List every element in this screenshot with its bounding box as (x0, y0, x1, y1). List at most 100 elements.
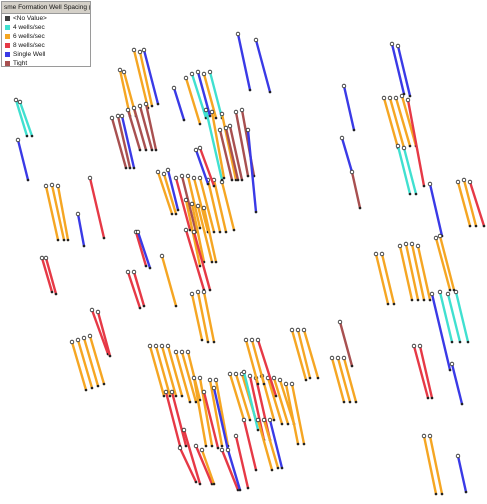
well-stick[interactable] (394, 96, 412, 148)
well-stick[interactable] (172, 86, 186, 122)
well-surface-marker[interactable] (183, 197, 189, 203)
well-stick[interactable] (406, 98, 426, 188)
well-stick[interactable] (266, 376, 284, 426)
well-surface-marker[interactable] (191, 175, 197, 181)
well-stick[interactable] (210, 110, 226, 180)
well-stick[interactable] (402, 146, 418, 196)
well-stick[interactable] (180, 350, 198, 404)
well-surface-marker[interactable] (131, 269, 137, 275)
well-stick[interactable] (290, 328, 308, 382)
well-surface-marker[interactable] (195, 69, 201, 75)
well-stick[interactable] (398, 244, 414, 302)
well-stick[interactable] (218, 128, 234, 182)
well-stick[interactable] (90, 308, 110, 356)
well-surface-marker[interactable] (165, 167, 171, 173)
well-surface-marker[interactable] (125, 107, 131, 113)
well-surface-marker[interactable] (109, 115, 115, 121)
well-stick[interactable] (170, 390, 188, 448)
well-stick[interactable] (284, 382, 300, 446)
well-stick[interactable] (198, 376, 214, 448)
well-surface-marker[interactable] (449, 361, 455, 367)
well-stick[interactable] (14, 98, 29, 138)
well-stick[interactable] (438, 290, 454, 344)
well-stick[interactable] (44, 256, 58, 296)
well-surface-marker[interactable] (421, 433, 427, 439)
well-surface-marker[interactable] (349, 169, 355, 175)
well-stick[interactable] (110, 116, 128, 170)
well-stick[interactable] (208, 378, 224, 448)
well-surface-marker[interactable] (43, 255, 49, 261)
well-stick[interactable] (272, 376, 290, 426)
well-surface-marker[interactable] (165, 343, 171, 349)
well-surface-marker[interactable] (403, 241, 409, 247)
well-stick[interactable] (198, 146, 216, 188)
well-surface-marker[interactable] (125, 269, 131, 275)
well-stick[interactable] (194, 148, 210, 186)
well-surface-marker[interactable] (233, 433, 239, 439)
well-surface-marker[interactable] (467, 179, 473, 185)
well-stick[interactable] (446, 292, 462, 344)
well-surface-marker[interactable] (437, 233, 443, 239)
well-stick[interactable] (180, 174, 198, 234)
well-surface-marker[interactable] (213, 377, 219, 383)
well-surface-marker[interactable] (427, 433, 433, 439)
well-surface-marker[interactable] (335, 355, 341, 361)
well-surface-marker[interactable] (225, 447, 231, 453)
well-stick[interactable] (374, 252, 390, 306)
well-surface-marker[interactable] (17, 99, 23, 105)
well-stick[interactable] (342, 356, 358, 404)
well-surface-marker[interactable] (169, 389, 175, 395)
well-stick[interactable] (268, 418, 284, 470)
well-stick[interactable] (156, 170, 174, 216)
well-stick[interactable] (194, 444, 214, 486)
well-stick[interactable] (404, 242, 420, 302)
well-stick[interactable] (208, 70, 224, 120)
well-stick[interactable] (132, 270, 146, 308)
well-surface-marker[interactable] (255, 417, 261, 423)
well-stick[interactable] (422, 434, 438, 496)
well-surface-marker[interactable] (261, 417, 267, 423)
well-surface-marker[interactable] (283, 381, 289, 387)
well-surface-marker[interactable] (43, 183, 49, 189)
well-surface-marker[interactable] (253, 37, 259, 43)
well-surface-marker[interactable] (207, 377, 213, 383)
well-stick[interactable] (174, 350, 192, 404)
well-surface-marker[interactable] (329, 355, 335, 361)
well-stick[interactable] (192, 176, 210, 234)
well-surface-marker[interactable] (173, 175, 179, 181)
well-surface-marker[interactable] (179, 173, 185, 179)
well-stick[interactable] (142, 48, 160, 106)
well-surface-marker[interactable] (399, 93, 405, 99)
well-stick[interactable] (416, 244, 432, 302)
well-surface-marker[interactable] (15, 137, 21, 143)
well-surface-marker[interactable] (189, 201, 195, 207)
well-surface-marker[interactable] (219, 447, 225, 453)
well-surface-marker[interactable] (429, 291, 435, 297)
well-surface-marker[interactable] (121, 69, 127, 75)
well-surface-marker[interactable] (143, 101, 149, 107)
well-surface-marker[interactable] (223, 125, 229, 131)
well-surface-marker[interactable] (245, 127, 251, 133)
well-surface-marker[interactable] (75, 337, 81, 343)
well-stick[interactable] (132, 48, 150, 110)
well-surface-marker[interactable] (337, 319, 343, 325)
well-stick[interactable] (204, 108, 224, 182)
well-surface-marker[interactable] (395, 43, 401, 49)
well-surface-marker[interactable] (389, 41, 395, 47)
well-stick[interactable] (234, 110, 250, 178)
well-stick[interactable] (192, 230, 212, 292)
well-stick[interactable] (434, 236, 452, 292)
well-surface-marker[interactable] (247, 373, 253, 379)
well-surface-marker[interactable] (199, 447, 205, 453)
well-stick[interactable] (224, 126, 240, 182)
well-surface-marker[interactable] (181, 427, 187, 433)
well-surface-marker[interactable] (393, 95, 399, 101)
well-stick[interactable] (202, 72, 218, 120)
well-surface-marker[interactable] (235, 31, 241, 37)
well-surface-marker[interactable] (395, 143, 401, 149)
well-surface-marker[interactable] (339, 135, 345, 141)
well-stick[interactable] (290, 382, 306, 446)
well-surface-marker[interactable] (141, 47, 147, 53)
well-stick[interactable] (454, 290, 470, 344)
